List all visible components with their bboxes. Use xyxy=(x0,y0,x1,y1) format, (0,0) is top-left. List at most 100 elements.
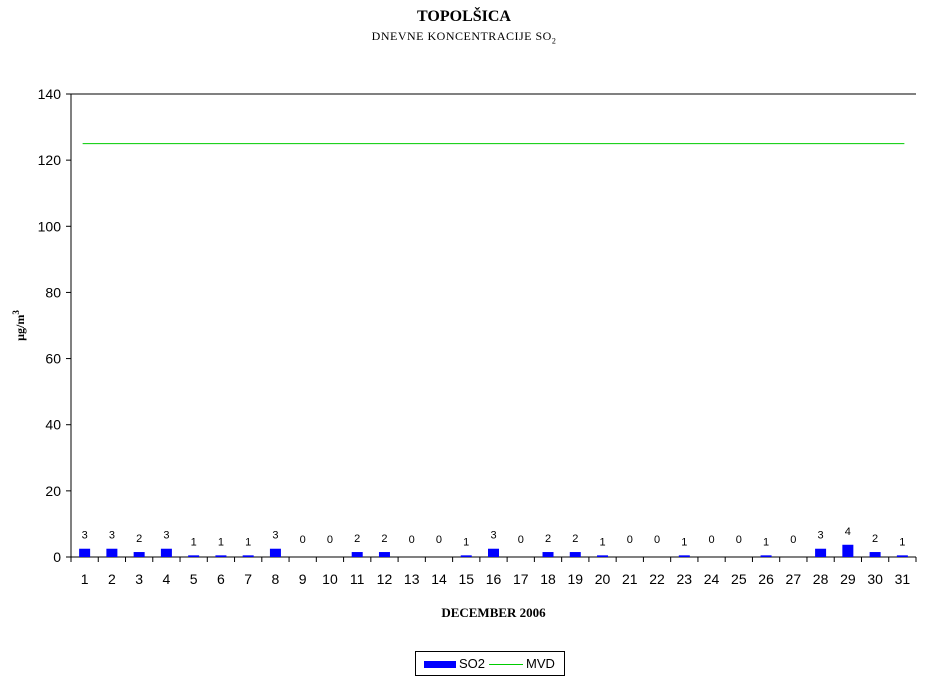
data-label: 3 xyxy=(490,530,496,542)
legend-so2-swatch xyxy=(424,661,456,668)
x-tick-label: 9 xyxy=(299,571,307,587)
bar-so2 xyxy=(188,555,200,557)
data-label: 3 xyxy=(818,530,824,542)
x-tick-label: 17 xyxy=(513,571,529,587)
legend-mvd-swatch xyxy=(489,664,523,665)
x-tick-label: 15 xyxy=(458,571,474,587)
x-tick-label: 21 xyxy=(622,571,638,587)
data-label: 0 xyxy=(409,534,415,546)
data-label: 1 xyxy=(763,536,769,548)
x-tick-label: 6 xyxy=(217,571,225,587)
data-label: 0 xyxy=(709,534,715,546)
data-label: 2 xyxy=(136,533,142,545)
data-label: 0 xyxy=(790,534,796,546)
bar-so2 xyxy=(269,548,281,557)
y-axis-title-superscript: 3 xyxy=(11,310,21,315)
data-label: 3 xyxy=(109,530,115,542)
x-tick-label: 28 xyxy=(813,571,829,587)
x-tick-label: 11 xyxy=(350,571,365,587)
legend-mvd-label: MVD xyxy=(526,656,555,671)
bar-so2 xyxy=(760,555,772,557)
data-label: 2 xyxy=(572,533,578,545)
data-label: 1 xyxy=(463,536,469,548)
bar-so2 xyxy=(869,552,881,557)
bar-so2 xyxy=(351,552,363,557)
data-label: 3 xyxy=(82,530,88,542)
bar-so2 xyxy=(842,544,854,557)
x-tick-label: 22 xyxy=(649,571,665,587)
x-tick-label: 2 xyxy=(108,571,116,587)
data-label: 3 xyxy=(163,530,169,542)
y-axis-title: µg/m3 xyxy=(11,310,27,341)
x-tick-label: 31 xyxy=(895,571,911,587)
data-label: 2 xyxy=(545,533,551,545)
x-tick-label: 23 xyxy=(677,571,693,587)
y-tick-label: 100 xyxy=(38,218,62,234)
x-tick-label: 7 xyxy=(244,571,252,587)
data-label: 1 xyxy=(899,536,905,548)
bar-so2 xyxy=(678,555,690,557)
x-tick-label: 18 xyxy=(540,571,556,587)
x-tick-label: 10 xyxy=(322,571,338,587)
x-tick-label: 27 xyxy=(786,571,802,587)
bar-so2 xyxy=(133,552,145,557)
data-label: 0 xyxy=(518,534,524,546)
data-label: 4 xyxy=(845,526,851,538)
bar-so2 xyxy=(160,548,172,557)
subtitle-subscript: 2 xyxy=(551,36,557,46)
bar-so2 xyxy=(460,555,472,557)
data-label: 0 xyxy=(627,534,633,546)
bar-so2 xyxy=(242,555,254,557)
data-label: 1 xyxy=(218,536,224,548)
x-tick-label: 26 xyxy=(758,571,774,587)
data-label: 0 xyxy=(327,534,333,546)
data-label: 0 xyxy=(436,534,442,546)
bar-so2 xyxy=(215,555,227,557)
bar-so2 xyxy=(488,548,499,557)
chart-subtitle: DNEVNE KONCENTRACIJE SO2 xyxy=(0,29,928,45)
bar-so2 xyxy=(378,552,390,557)
data-label: 1 xyxy=(681,536,687,548)
data-label: 3 xyxy=(272,530,278,542)
data-label: 0 xyxy=(654,534,660,546)
bar-so2 xyxy=(597,555,609,557)
y-tick-label: 40 xyxy=(45,417,61,433)
x-tick-label: 24 xyxy=(704,571,720,587)
x-tick-label: 3 xyxy=(135,571,143,587)
x-tick-label: 8 xyxy=(272,571,280,587)
bar-so2 xyxy=(106,548,118,557)
y-tick-label: 80 xyxy=(45,284,61,300)
x-tick-label: 30 xyxy=(867,571,883,587)
x-tick-label: 29 xyxy=(840,571,856,587)
data-label: 2 xyxy=(354,533,360,545)
bar-so2 xyxy=(569,552,581,557)
y-tick-label: 60 xyxy=(45,351,61,367)
bar-so2 xyxy=(896,555,908,557)
y-tick-label: 140 xyxy=(38,86,62,102)
legend: SO2 MVD xyxy=(415,651,565,676)
bar-so2 xyxy=(79,548,91,557)
y-tick-label: 0 xyxy=(53,549,61,565)
bar-so2 xyxy=(815,548,827,557)
x-axis-title: DECEMBER 2006 xyxy=(441,605,546,620)
x-tick-label: 25 xyxy=(731,571,747,587)
chart-title: TOPOLŠICA xyxy=(417,8,511,25)
data-label: 0 xyxy=(736,534,742,546)
data-label: 1 xyxy=(245,536,251,548)
x-tick-label: 20 xyxy=(595,571,611,587)
y-tick-label: 120 xyxy=(38,152,62,168)
data-label: 2 xyxy=(381,533,387,545)
x-tick-label: 5 xyxy=(190,571,198,587)
legend-so2-label: SO2 xyxy=(459,656,486,671)
x-tick-label: 4 xyxy=(163,571,171,587)
data-label: 0 xyxy=(300,534,306,546)
y-tick-label: 20 xyxy=(45,483,61,499)
x-tick-label: 13 xyxy=(404,571,420,587)
x-tick-label: 1 xyxy=(81,571,89,587)
x-tick-label: 16 xyxy=(486,571,502,587)
x-tick-label: 14 xyxy=(431,571,447,587)
subtitle-text: DNEVNE KONCENTRACIJE SO xyxy=(371,29,552,43)
x-tick-label: 19 xyxy=(567,571,583,587)
data-label: 2 xyxy=(872,533,878,545)
